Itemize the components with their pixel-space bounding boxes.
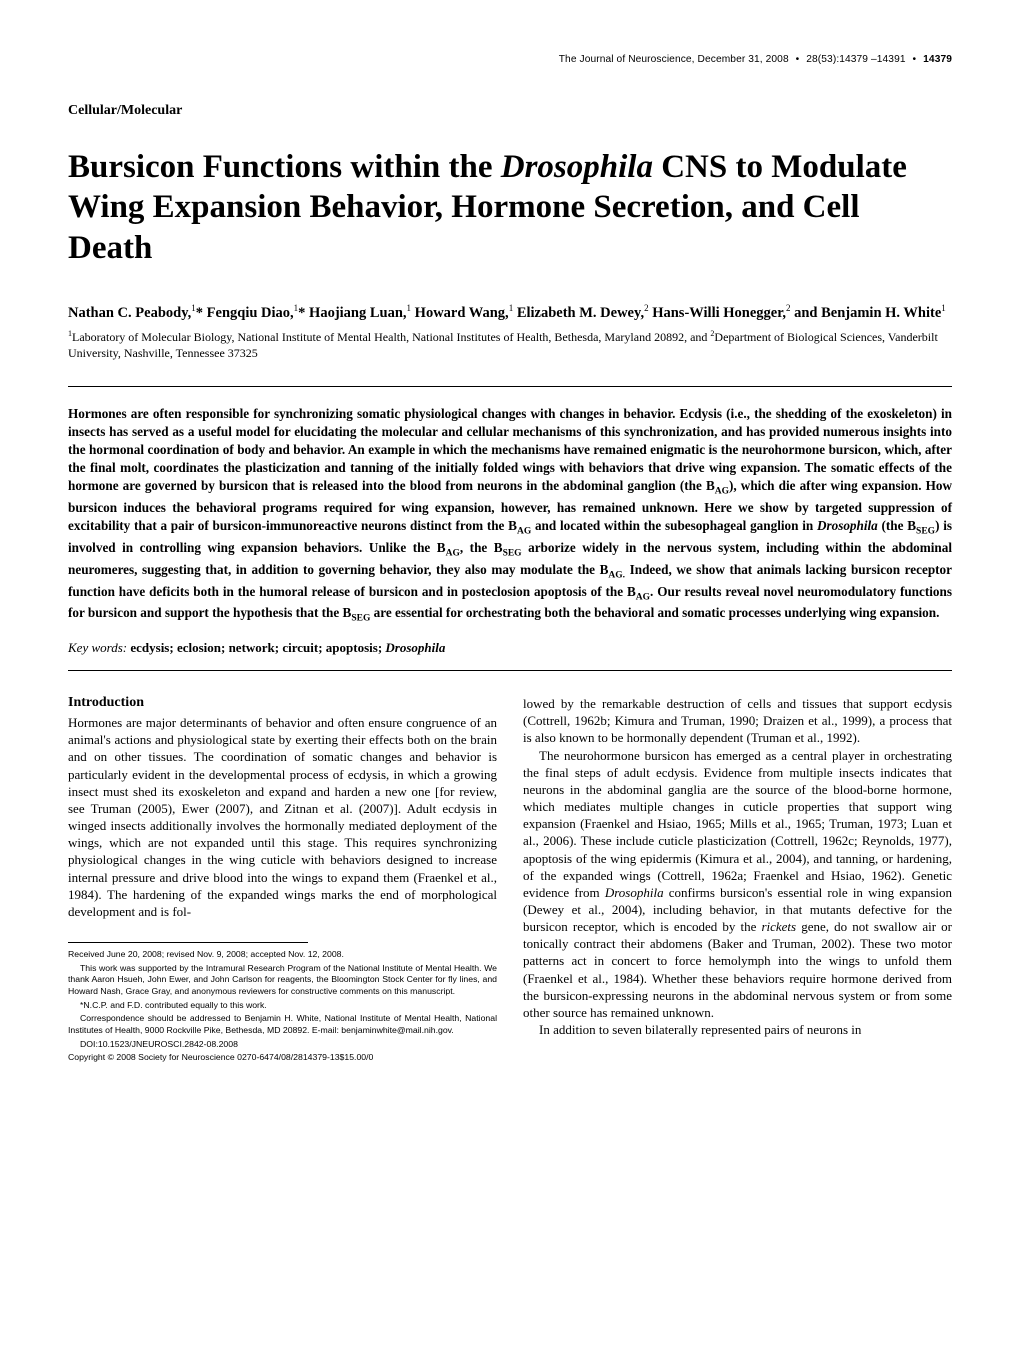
footnote-copyright: Copyright © 2008 Society for Neuroscienc… [68, 1052, 497, 1064]
footnotes-rule [68, 942, 308, 943]
section-label: Cellular/Molecular [68, 103, 952, 119]
right-column: lowed by the remarkable destruction of c… [523, 695, 952, 1066]
header-journal: The Journal of Neuroscience, December 31… [559, 54, 789, 65]
author-list: Nathan C. Peabody,1* Fengqiu Diao,1* Hao… [68, 302, 952, 323]
abstract: Hormones are often responsible for synch… [68, 405, 952, 627]
footnote-correspondence: Correspondence should be addressed to Be… [68, 1013, 497, 1036]
keywords-label: Key words: [68, 640, 127, 655]
keywords-text: ecdysis; eclosion; network; circuit; apo… [130, 640, 445, 655]
two-column-body: Introduction Hormones are major determin… [68, 695, 952, 1066]
left-column: Introduction Hormones are major determin… [68, 695, 497, 1066]
right-para-3: In addition to seven bilaterally represe… [523, 1021, 952, 1038]
keywords: Key words: ecdysis; eclosion; network; c… [68, 640, 952, 656]
intro-paragraph: Hormones are major determinants of behav… [68, 714, 497, 920]
footnote-received: Received June 20, 2008; revised Nov. 9, … [68, 949, 497, 961]
footnote-doi: DOI:10.1523/JNEUROSCI.2842-08.2008 [68, 1039, 497, 1051]
title-italic: Drosophila [501, 149, 653, 185]
article-title: Bursicon Functions within the Drosophila… [68, 147, 952, 268]
header-separator: • [796, 54, 800, 65]
introduction-heading: Introduction [68, 695, 497, 711]
footnote-funding: This work was supported by the Intramura… [68, 963, 497, 998]
footnotes-block: Received June 20, 2008; revised Nov. 9, … [68, 949, 497, 1064]
header-pagenum: 14379 [923, 54, 952, 65]
right-para-1: lowed by the remarkable destruction of c… [523, 695, 952, 746]
header-issue: 28(53):14379 –14391 [806, 54, 905, 65]
running-header: The Journal of Neuroscience, December 31… [68, 54, 952, 65]
title-pre: Bursicon Functions within the [68, 149, 501, 185]
right-para-2: The neurohormone bursicon has emerged as… [523, 747, 952, 1022]
rule-above-abstract [68, 386, 952, 387]
rule-below-abstract [68, 670, 952, 671]
affiliations: 1Laboratory of Molecular Biology, Nation… [68, 329, 952, 361]
footnote-equal-contribution: *N.C.P. and F.D. contributed equally to … [68, 1000, 497, 1012]
header-separator: • [913, 54, 917, 65]
